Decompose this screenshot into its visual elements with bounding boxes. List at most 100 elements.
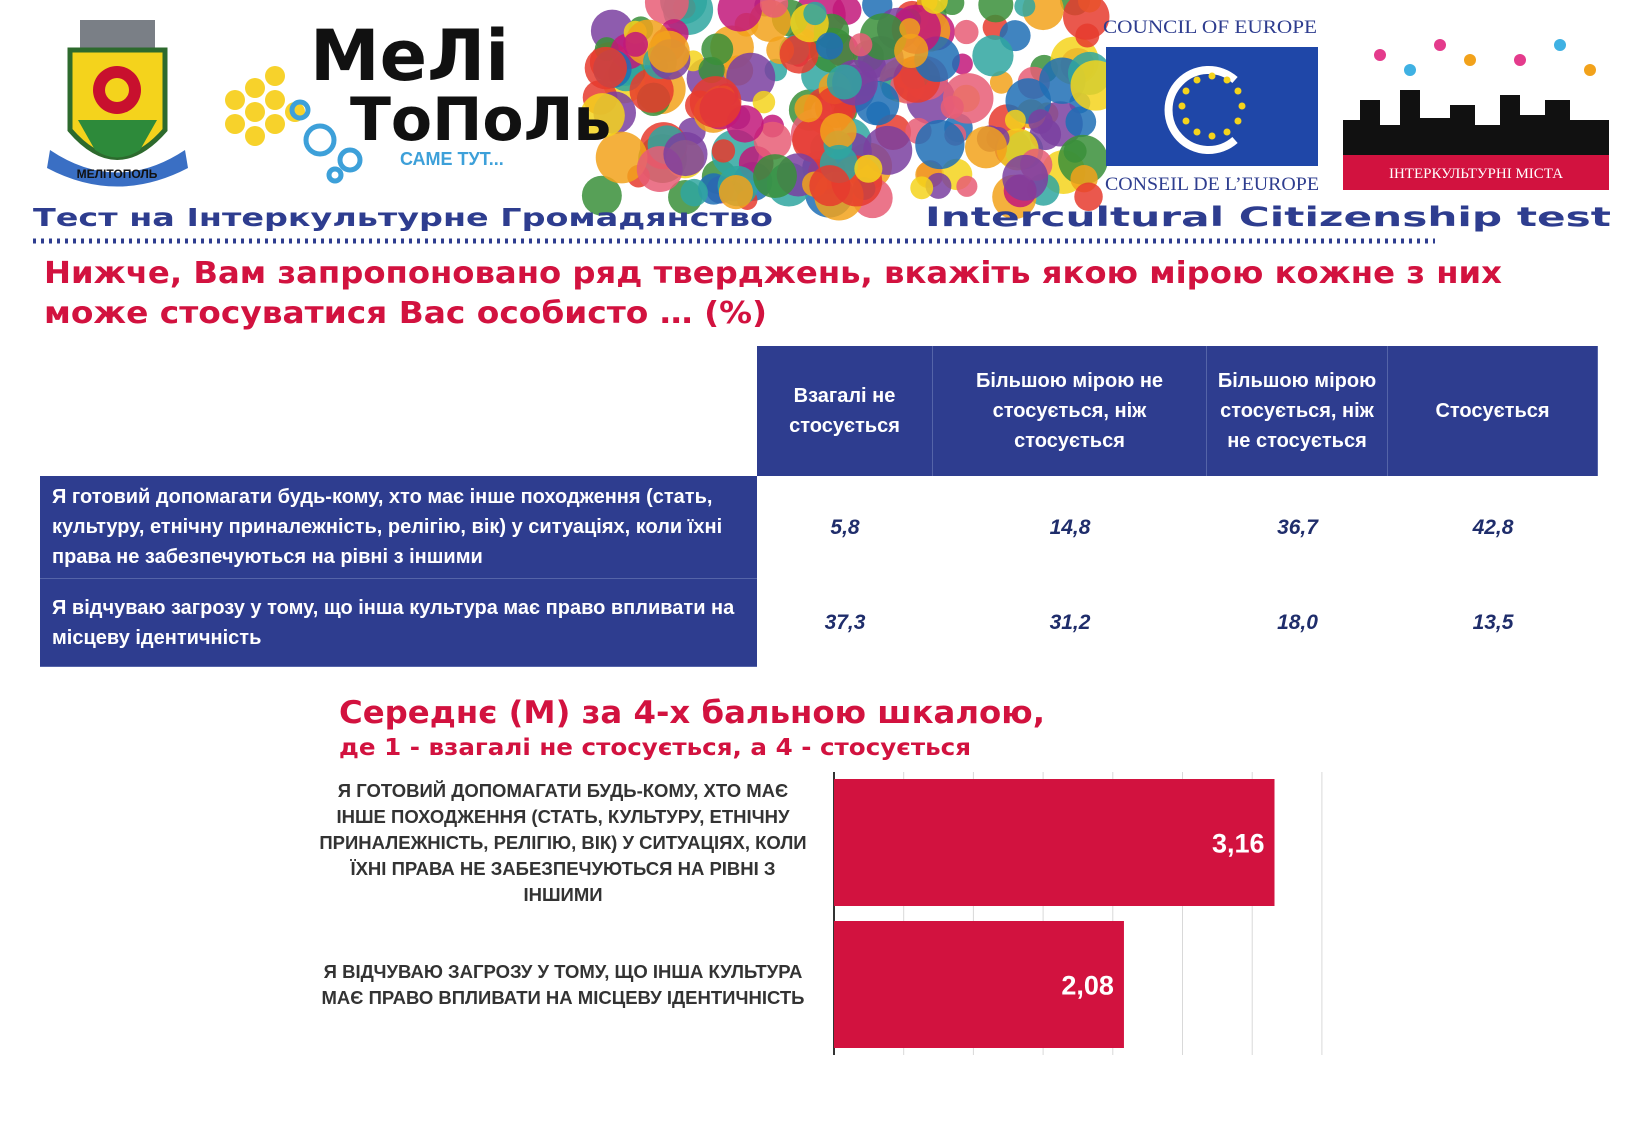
- arms-label: МЕЛІТОПОЛЬ: [77, 167, 158, 181]
- brand-line: ТоПоЛь: [350, 85, 611, 155]
- cell-value: 18,0: [1277, 611, 1318, 634]
- star: [1234, 117, 1242, 125]
- mosaic-dot: [809, 165, 851, 207]
- star: [1234, 87, 1242, 95]
- header-mosaic: [580, 0, 1121, 221]
- cell-value: 36,7: [1277, 515, 1318, 539]
- cell-value: 5,8: [830, 515, 860, 539]
- star: [1182, 117, 1190, 125]
- column-header: Більшою мірою не стосується, ніж стосуєт…: [933, 346, 1207, 476]
- column-header: Більшою мірою стосується, ніж не стосуєт…: [1207, 346, 1388, 476]
- mosaic-dot: [921, 0, 948, 14]
- mosaic-dot: [815, 32, 844, 60]
- city-arms: МЕЛІТОПОЛЬ: [47, 20, 188, 187]
- bar-chart: 3,16 2,08: [833, 772, 1323, 1055]
- mosaic-dot: [972, 35, 1014, 77]
- mosaic-dot: [1014, 0, 1036, 17]
- mosaic-dot: [759, 0, 789, 18]
- mosaic-dot: [803, 1, 827, 26]
- star: [1223, 128, 1231, 136]
- star: [1208, 132, 1216, 140]
- star: [1178, 102, 1186, 110]
- mosaic-dot: [910, 176, 934, 200]
- icc-text: ІНТЕРКУЛЬТУРНІ МІСТА: [1389, 166, 1563, 182]
- mosaic-dot: [954, 19, 979, 45]
- question-line: може стосуватися Вас особисто … (%): [44, 296, 767, 331]
- mosaic-dot: [623, 31, 649, 57]
- cell-value: 31,2: [1049, 611, 1091, 634]
- bar: [834, 921, 1124, 1048]
- coe-text: COUNCIL OF EUROPE: [1103, 17, 1317, 38]
- row-label: Я відчуваю загрозу у тому, що інша культ…: [40, 579, 757, 667]
- mosaic-dot: [580, 93, 625, 138]
- mosaic-dot: [942, 73, 994, 124]
- brand-line: МеЛі: [310, 15, 509, 97]
- cell-value: 14,8: [1049, 515, 1091, 539]
- mosaic-dot: [595, 131, 648, 184]
- star: [1223, 76, 1231, 84]
- mosaic-dot: [711, 139, 736, 163]
- mosaic-dot: [899, 18, 921, 39]
- mosaic-dot: [753, 154, 797, 199]
- mosaic-dot: [1063, 139, 1087, 163]
- mosaic-dot: [647, 30, 690, 73]
- mosaic-dot: [794, 94, 823, 123]
- mosaic-dot: [644, 0, 689, 25]
- mosaic-dot: [1004, 109, 1026, 131]
- column-header: Стосується: [1388, 346, 1598, 476]
- mosaic-dot: [581, 175, 622, 216]
- star: [1208, 72, 1216, 80]
- mosaic-dot: [718, 175, 754, 210]
- value-label: 3,16: [1212, 829, 1265, 859]
- mosaic-dot: [894, 33, 929, 69]
- mosaic-dot: [1075, 23, 1100, 48]
- mosaic-dot: [978, 0, 1014, 23]
- question-line: Нижче, Вам запропоновано ряд тверджень, …: [44, 256, 1502, 291]
- mosaic-dot: [753, 121, 792, 160]
- mosaic-dot: [680, 178, 708, 207]
- coe-text: CONSEIL DE L’EUROPE: [1105, 174, 1319, 195]
- cell-value: 42,8: [1472, 515, 1514, 539]
- coe-logo: COUNCIL OF EUROPE CONSEIL DE L’EUROPE: [1103, 17, 1319, 195]
- star: [1238, 102, 1246, 110]
- column-header: Взагалі не стосується: [757, 346, 933, 476]
- row-label: Я готовий допомагати будь-кому, хто має …: [40, 476, 757, 579]
- mosaic-dot: [1028, 109, 1053, 134]
- mosaic-dot: [989, 71, 1013, 94]
- mosaic-dot: [826, 64, 862, 100]
- chart-title: Середнє (М) за 4-х бальною шкалою,: [339, 695, 1045, 731]
- category-label: Я ВІДЧУВАЮ ЗАГРОЗУ У ТОМУ, ЩО ІНША КУЛЬТ…: [321, 960, 805, 1008]
- icc-logo: ІНТЕРКУЛЬТУРНІ МІСТА: [1343, 39, 1609, 190]
- mosaic-dot: [689, 76, 742, 128]
- bar: [834, 779, 1275, 906]
- chart-subtitle: де 1 - взагалі не стосується, а 4 - стос…: [339, 735, 971, 761]
- star: [1193, 76, 1201, 84]
- mosaic-dot: [752, 90, 776, 114]
- mosaic-dot: [629, 68, 674, 113]
- mosaic-dot: [820, 112, 857, 150]
- title-uk: Тест на Інтеркультурне Громадянство: [33, 203, 773, 232]
- mosaic-dot: [854, 154, 883, 183]
- brand-slogan: САМЕ ТУТ...: [400, 149, 504, 169]
- city-brand: МеЛі ТоПоЛь САМЕ ТУТ...: [225, 15, 611, 184]
- mosaic-dot: [584, 46, 627, 90]
- mosaic-dot: [1002, 154, 1049, 201]
- mosaic-dot: [717, 0, 763, 32]
- mosaic-dot: [915, 119, 965, 170]
- category-label: Я ГОТОВИЙ ДОПОМАГАТИ БУДЬ-КОМУ, ХТО МАЄ …: [319, 779, 807, 905]
- mosaic-dot: [1065, 106, 1097, 138]
- mosaic-dot: [726, 52, 776, 102]
- mosaic-dot: [663, 131, 708, 177]
- mosaic-dot: [964, 126, 1008, 169]
- star: [1193, 128, 1201, 136]
- mosaic-dot: [849, 33, 873, 57]
- cell-value: 13,5: [1472, 611, 1514, 634]
- value-label: 2,08: [1061, 971, 1114, 1001]
- mosaic-dot: [956, 175, 978, 197]
- mosaic-dot: [779, 34, 819, 74]
- mosaic-dot: [1074, 182, 1103, 211]
- star: [1182, 87, 1190, 95]
- title-en: Intercultural Citizenship test: [925, 202, 1611, 233]
